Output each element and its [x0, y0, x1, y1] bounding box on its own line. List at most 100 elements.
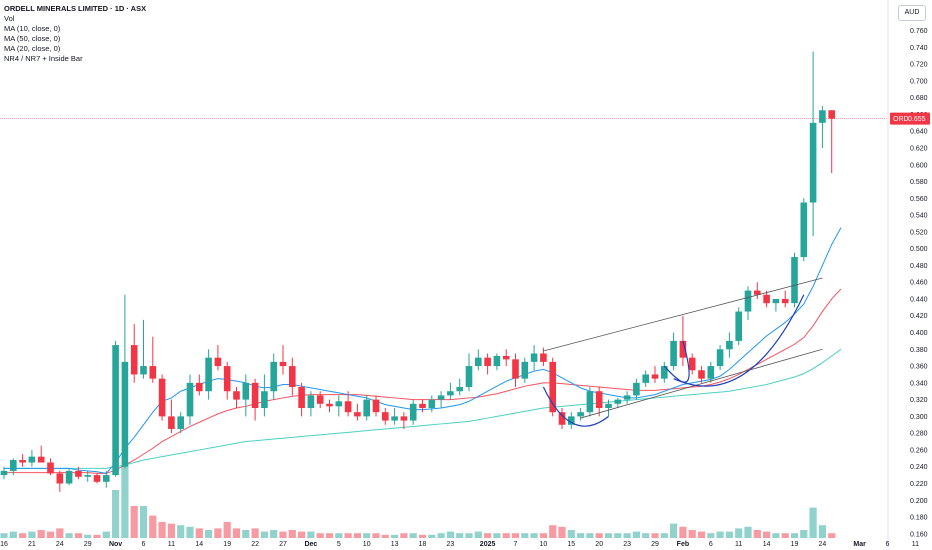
x-tick-label: 24	[56, 541, 64, 548]
volume-bar	[409, 533, 417, 538]
volume-bar	[0, 533, 8, 538]
y-tick-label: 0.340	[910, 380, 928, 387]
candle-body	[502, 356, 510, 360]
y-tick-label: 0.380	[910, 347, 928, 354]
y-tick-label: 0.360	[910, 364, 928, 371]
volume-bar	[511, 533, 520, 538]
candle-body	[382, 412, 389, 421]
x-tick-label: 13	[391, 541, 399, 548]
candle-body	[65, 470, 73, 484]
candle-body	[344, 401, 352, 413]
candle-body	[595, 391, 603, 408]
legend-line-vol: Vol	[4, 14, 15, 23]
candle-body	[121, 361, 129, 467]
y-tick-label: 0.480	[910, 263, 928, 270]
candle-body	[354, 412, 361, 417]
volume-bar	[149, 515, 157, 538]
candle-body	[586, 391, 594, 413]
volume-bar	[102, 531, 110, 538]
candle-body	[651, 374, 659, 379]
volume-bar	[344, 533, 352, 538]
volume-bar	[167, 523, 175, 538]
candle-body	[140, 366, 147, 375]
volume-bar	[735, 528, 743, 538]
candle-body	[419, 403, 426, 408]
volume-bar	[474, 531, 482, 538]
candle-body	[214, 357, 222, 367]
x-tick-label: 11	[912, 541, 919, 548]
volume-bar	[809, 507, 817, 538]
candle-body	[716, 349, 724, 367]
volume-bar	[604, 533, 613, 538]
x-tick-label: 11	[168, 541, 175, 548]
candle-body	[363, 399, 370, 417]
candle-body	[726, 340, 733, 350]
volume-bar	[56, 528, 64, 538]
y-tick-label: 0.180	[910, 515, 928, 522]
volume-bar	[632, 531, 640, 538]
volume-bar	[502, 533, 510, 538]
candle-body	[791, 257, 798, 304]
x-tick-label: 22	[251, 541, 259, 548]
currency-badge[interactable]: AUD	[898, 5, 926, 21]
x-tick-label: 11	[735, 541, 742, 548]
candle-body	[568, 416, 575, 425]
candle-body	[130, 345, 138, 375]
x-tick-label: 14	[195, 541, 203, 548]
y-tick-label: 0.700	[910, 78, 928, 85]
x-tick-label: 5	[337, 541, 341, 548]
candle-body	[19, 460, 26, 463]
candle-body	[391, 416, 398, 421]
x-tick-label: 20	[595, 541, 603, 548]
y-tick-label: 0.300	[910, 414, 928, 421]
last-price-symbol: ORD	[893, 116, 909, 123]
volume-bar	[46, 531, 55, 538]
volume-bar	[139, 506, 148, 538]
candle-body	[521, 361, 529, 379]
candle-body	[679, 340, 687, 358]
x-tick-label: 16	[0, 541, 8, 548]
volume-bar	[465, 533, 473, 538]
legend-line-ma10: MA (10, close, 0)	[4, 24, 61, 33]
candle-body	[661, 366, 668, 379]
volume-bar	[232, 528, 241, 538]
lower-trend-line	[580, 348, 823, 419]
candle-body	[437, 395, 445, 400]
candle-body	[670, 340, 677, 367]
x-tick-label: Feb	[677, 541, 689, 548]
candle-body	[205, 357, 212, 392]
volume-bar	[251, 528, 259, 538]
candle-body	[400, 416, 408, 421]
volume-bar	[530, 533, 538, 538]
volume-bar	[549, 525, 557, 538]
volume-bar	[763, 531, 771, 538]
x-tick-label: Nov	[109, 541, 122, 548]
volume-bar	[753, 530, 761, 538]
volume-bar	[288, 530, 296, 538]
volume-bar	[335, 533, 343, 538]
volume-bar	[614, 533, 622, 538]
legend-title: ORDELL MINERALS LIMITED · 1D · ASX	[4, 4, 147, 13]
volume-bar	[697, 531, 706, 538]
candle-body	[279, 361, 287, 367]
volume-bar	[651, 533, 659, 538]
volume-bar	[37, 530, 45, 538]
y-tick-label: 0.320	[910, 397, 928, 404]
volume-bar	[595, 533, 603, 538]
legend-line-ma20: MA (20, close, 0)	[4, 44, 61, 53]
volume-bar	[84, 534, 92, 538]
y-tick-label: 0.500	[910, 246, 928, 253]
y-tick-label: 0.760	[910, 28, 928, 35]
volume-bar	[642, 533, 650, 538]
volume-bar	[353, 533, 361, 538]
y-tick-label: 0.400	[910, 330, 928, 337]
candle-body	[326, 403, 333, 407]
candle-body	[28, 456, 36, 463]
volume-bar	[493, 533, 501, 538]
y-tick-label: 0.260	[910, 447, 928, 454]
volume-bar	[307, 531, 315, 538]
volume-bar	[363, 533, 371, 538]
volume-bar	[437, 533, 445, 538]
x-tick-label: 2025	[480, 541, 496, 548]
